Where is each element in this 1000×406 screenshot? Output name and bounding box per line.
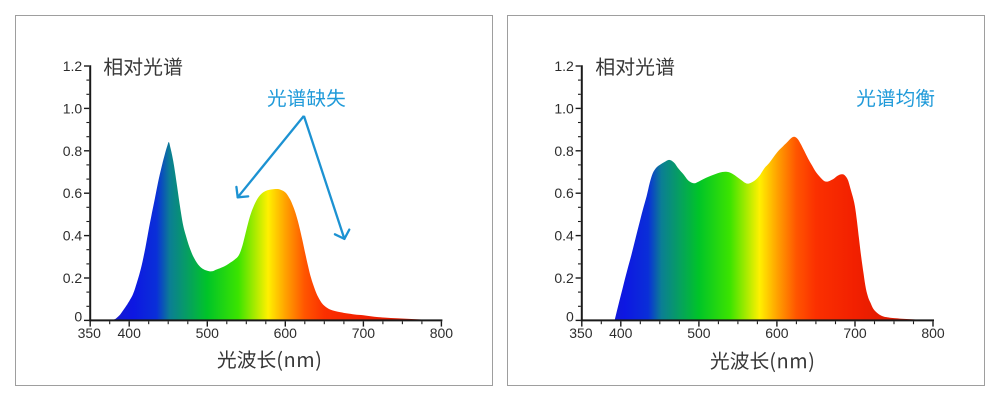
svg-text:0: 0 bbox=[566, 309, 574, 325]
svg-text:800: 800 bbox=[921, 325, 945, 341]
svg-text:0: 0 bbox=[74, 309, 82, 325]
svg-text:500: 500 bbox=[196, 325, 220, 341]
svg-text:0.8: 0.8 bbox=[554, 143, 574, 159]
svg-text:1.2: 1.2 bbox=[554, 58, 574, 74]
svg-text:0.2: 0.2 bbox=[554, 270, 574, 286]
svg-text:400: 400 bbox=[118, 325, 142, 341]
svg-text:500: 500 bbox=[687, 325, 711, 341]
svg-text:0.4: 0.4 bbox=[554, 228, 574, 244]
svg-text:0.2: 0.2 bbox=[63, 270, 83, 286]
svg-text:700: 700 bbox=[843, 325, 867, 341]
svg-text:0.8: 0.8 bbox=[63, 143, 83, 159]
svg-text:1.0: 1.0 bbox=[554, 100, 574, 116]
svg-text:350: 350 bbox=[569, 325, 593, 341]
svg-text:400: 400 bbox=[609, 325, 633, 341]
svg-text:800: 800 bbox=[430, 325, 454, 341]
svg-text:350: 350 bbox=[78, 325, 102, 341]
svg-text:0.6: 0.6 bbox=[554, 185, 574, 201]
svg-text:700: 700 bbox=[352, 325, 376, 341]
svg-text:600: 600 bbox=[274, 325, 298, 341]
svg-text:0.4: 0.4 bbox=[63, 228, 83, 244]
svg-text:1.0: 1.0 bbox=[63, 100, 83, 116]
svg-text:600: 600 bbox=[765, 325, 789, 341]
svg-text:1.2: 1.2 bbox=[63, 58, 83, 74]
svg-text:0.6: 0.6 bbox=[63, 185, 83, 201]
